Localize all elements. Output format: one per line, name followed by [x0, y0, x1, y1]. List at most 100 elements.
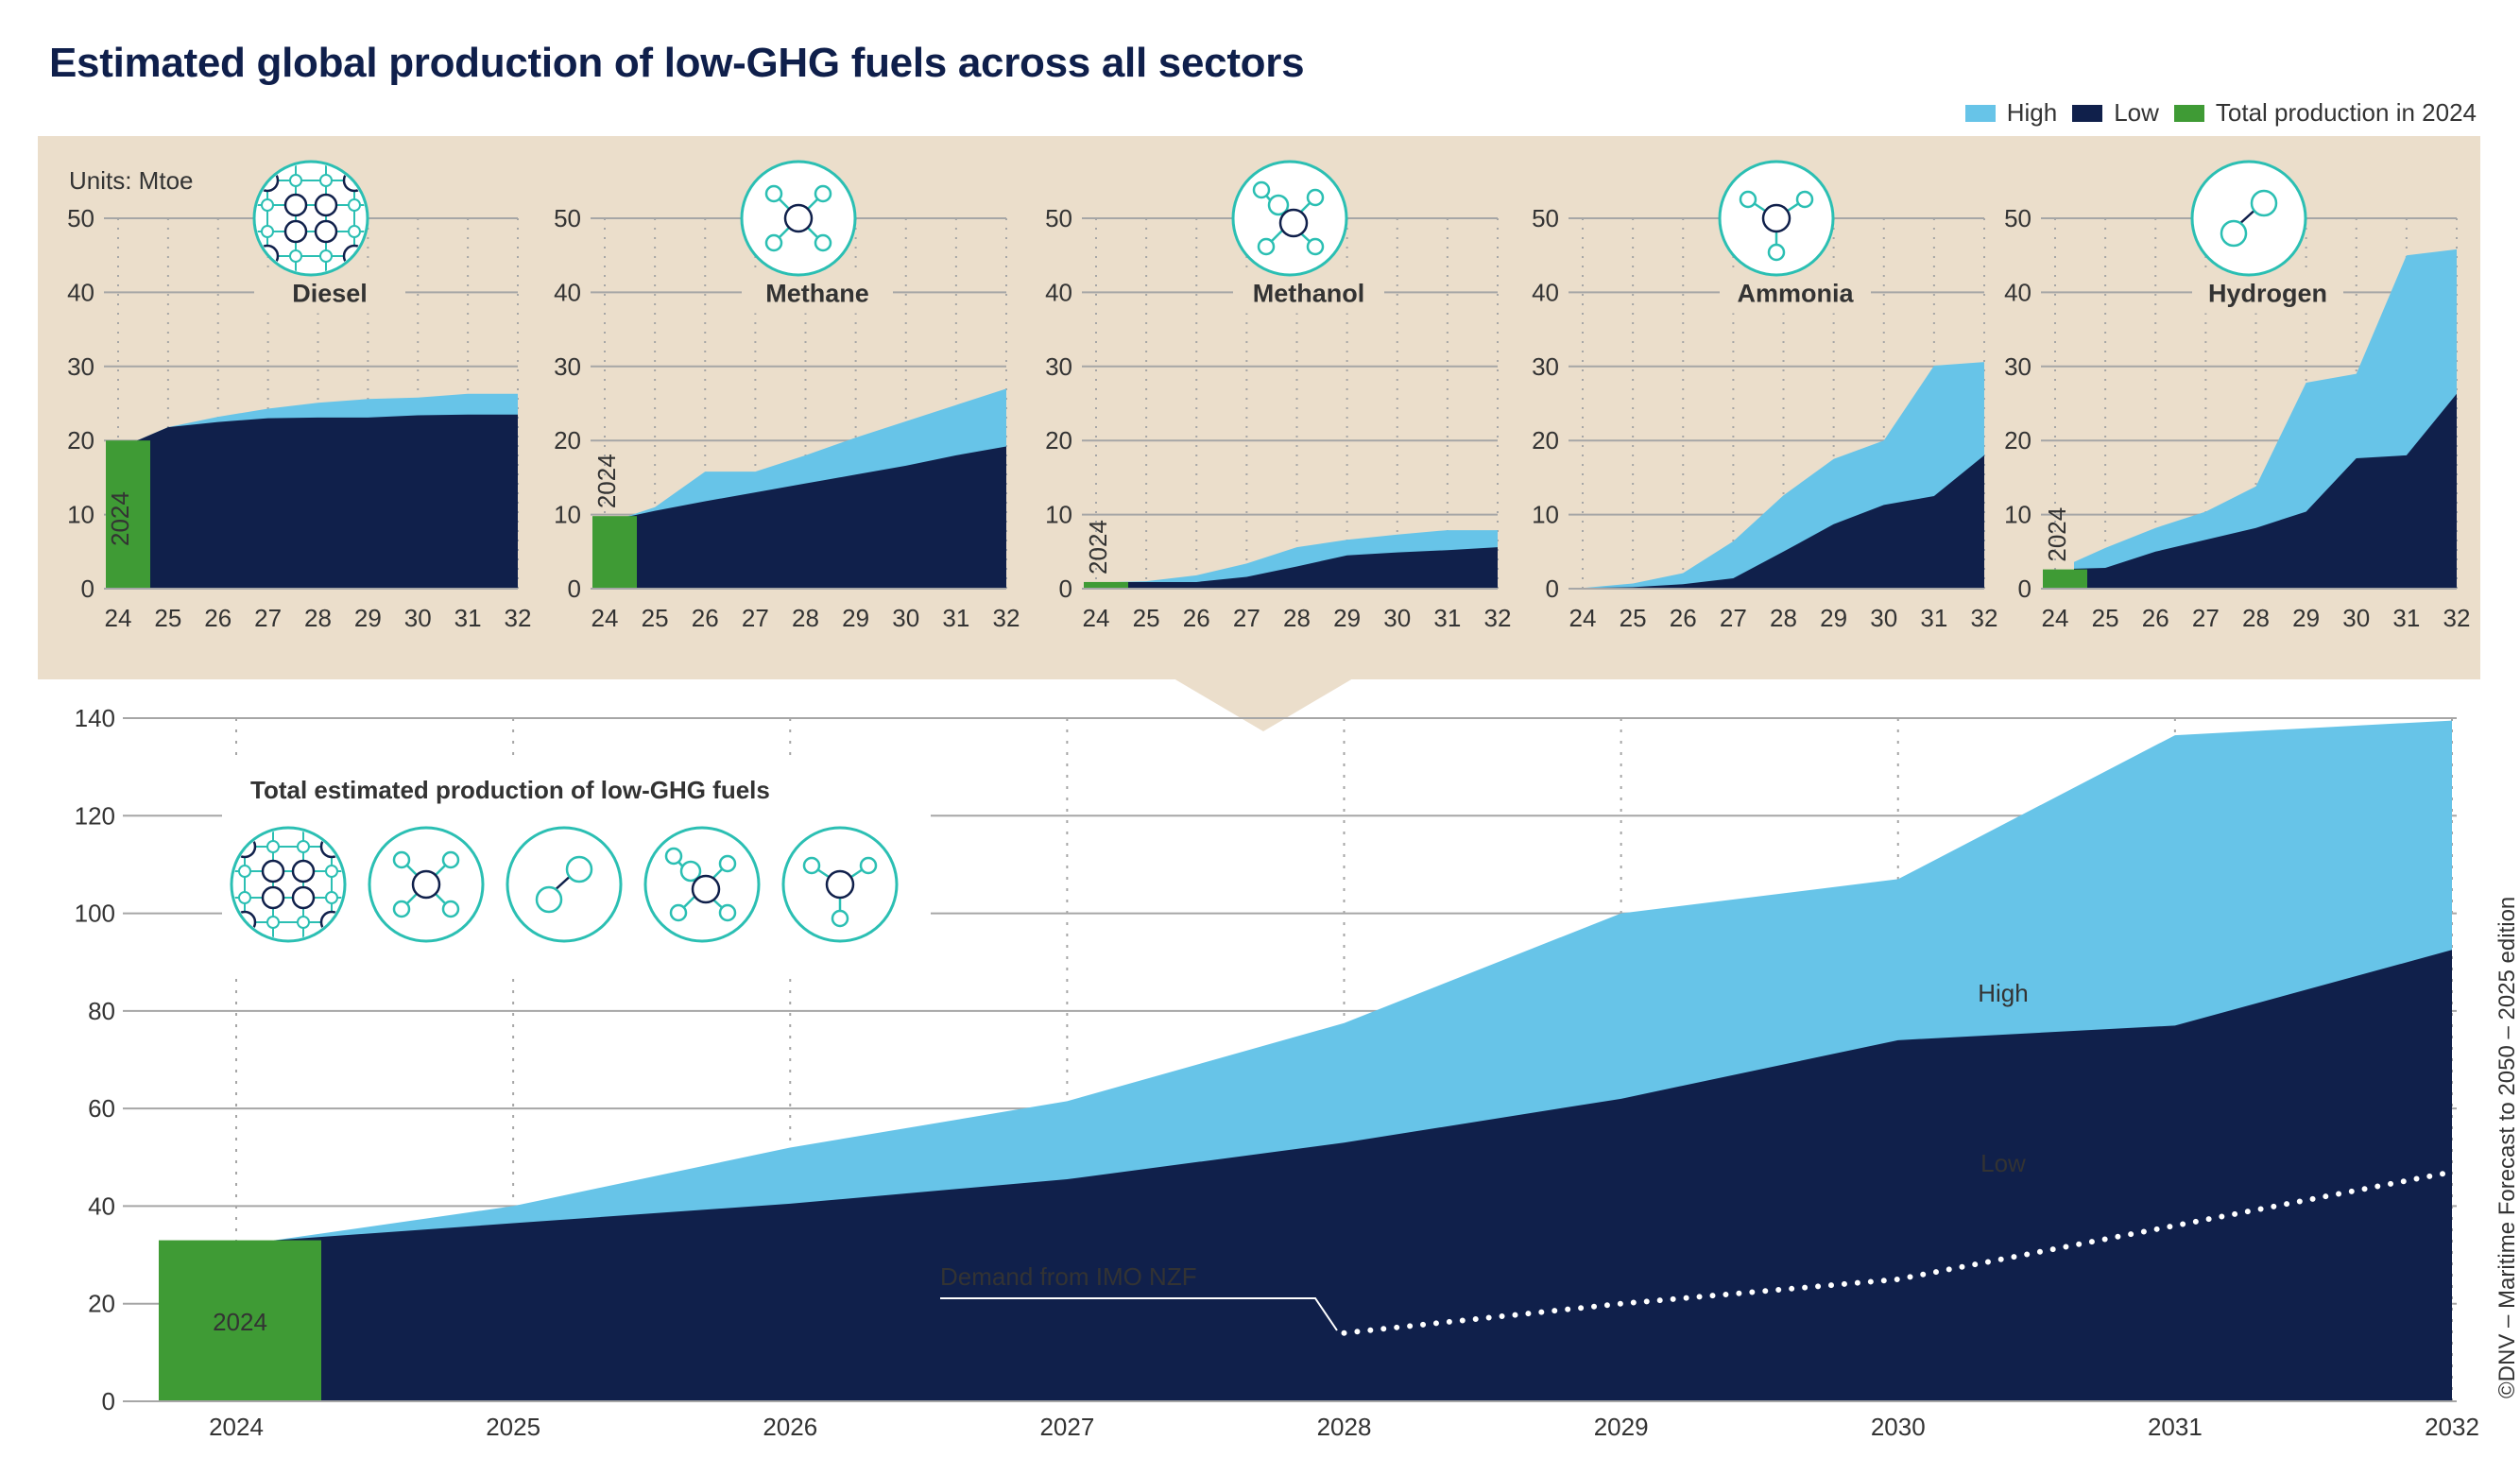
- icon-atom: [814, 233, 832, 252]
- icon-atom: [664, 847, 683, 866]
- icon-atom: [764, 184, 783, 203]
- y-tick-label: 0: [2018, 575, 2031, 603]
- icon-atom: [679, 860, 702, 883]
- legend-label-low: Low: [2114, 98, 2159, 127]
- icon-atom: [802, 856, 821, 875]
- legend-label-2024: Total production in 2024: [2215, 98, 2477, 127]
- icon-atom: [1257, 237, 1276, 256]
- x-tick-label: 32: [993, 604, 1020, 632]
- y-tick-label: 100: [75, 900, 115, 928]
- x-tick-label: 25: [1620, 604, 1647, 632]
- ammonia-molecule-icon: [1718, 160, 1835, 277]
- y-tick-label: 20: [1532, 426, 1559, 455]
- icon-atom: [314, 219, 338, 244]
- small-chart-methane: 0 10 20 30 40 50 24 25 26 27 28 29 30 31 32 2024 Methane: [554, 160, 1020, 632]
- icon-atom: [411, 869, 441, 900]
- legend-swatch-low: [2072, 104, 2103, 122]
- y-tick-label: 20: [1045, 426, 1072, 455]
- icon-atom: [291, 885, 316, 910]
- y-tick-label: 50: [1045, 204, 1072, 232]
- icon-atom: [238, 865, 251, 878]
- y-tick-label: 10: [1532, 501, 1559, 529]
- bar-2024: [1084, 581, 1128, 589]
- icon-atom: [1278, 208, 1309, 238]
- y-tick-label: 20: [554, 426, 581, 455]
- title-bg: [2192, 271, 2343, 314]
- icon-atom: [348, 225, 361, 238]
- icon-atom: [859, 856, 878, 875]
- y-tick-label: 40: [1532, 278, 1559, 306]
- icon-ring: [2190, 160, 2307, 277]
- main-chart: 0 20 40 60 80 100 120 140 2024 2025 2026 2027 2028 20…: [75, 704, 2479, 1441]
- icon-atom: [392, 850, 411, 869]
- x-tick-label: 26: [2142, 604, 2169, 632]
- icon-atom: [319, 174, 333, 187]
- small-chart-title: Ammonia: [1737, 279, 1854, 307]
- bar-2024-label: 2024: [592, 454, 621, 508]
- y-tick-label: 10: [2004, 501, 2031, 529]
- main-chart-title: Total estimated production of low-GHG fu…: [250, 776, 770, 804]
- icon-atom: [825, 869, 855, 900]
- x-tick-label: 28: [792, 604, 819, 632]
- x-tick-label: 26: [692, 604, 719, 632]
- icon-atom: [441, 850, 460, 869]
- y-tick-label: 120: [75, 801, 115, 830]
- x-tick-label: 29: [354, 604, 382, 632]
- x-tick-label: 31: [1920, 604, 1947, 632]
- y-tick-label: 60: [88, 1094, 115, 1123]
- x-tick-label: 29: [842, 604, 869, 632]
- x-tick-label: 27: [254, 604, 282, 632]
- title-bg: [742, 271, 893, 314]
- x-tick-label: 2032: [2425, 1413, 2479, 1441]
- x-tick-label: 26: [1183, 604, 1210, 632]
- y-tick-label: 0: [102, 1387, 115, 1415]
- x-tick-label: 30: [404, 604, 432, 632]
- bar-2024-label: 2024: [213, 1308, 267, 1336]
- title-bg: [254, 271, 405, 314]
- bar-2024: [159, 1240, 321, 1401]
- x-tick-label: 28: [2242, 604, 2270, 632]
- icon-ring: [506, 826, 623, 943]
- icon-atom: [325, 891, 338, 904]
- units-label: Units: Mtoe: [69, 166, 194, 195]
- icon-atom: [291, 859, 316, 883]
- y-tick-label: 30: [1532, 352, 1559, 381]
- y-tick-label: 40: [67, 278, 94, 306]
- x-tick-label: 32: [505, 604, 532, 632]
- icon-atom: [283, 193, 308, 217]
- x-tick-label: 24: [2042, 604, 2069, 632]
- x-tick-label: 30: [1383, 604, 1411, 632]
- x-tick-label: 2026: [763, 1413, 817, 1441]
- legend-item-low: Low: [2072, 98, 2159, 128]
- bar-2024: [2043, 569, 2087, 589]
- legend-swatch-high: [1964, 104, 1996, 122]
- demand-line: [1341, 1169, 2455, 1336]
- methanol-molecule-icon: [643, 826, 761, 943]
- area-low: [1115, 547, 1498, 589]
- y-tick-label: 0: [568, 575, 581, 603]
- demand-label: Demand from IMO NZF: [940, 1262, 1197, 1291]
- x-tick-label: 28: [304, 604, 332, 632]
- icon-atom: [297, 916, 310, 929]
- x-tick-label: 26: [204, 604, 231, 632]
- icon-atom: [783, 203, 814, 233]
- y-tick-label: 50: [554, 204, 581, 232]
- area-low: [624, 446, 1006, 589]
- y-tick-label: 0: [1059, 575, 1072, 603]
- area-low: [1583, 455, 1984, 589]
- x-tick-label: 30: [2342, 604, 2370, 632]
- icon-atom: [325, 865, 338, 878]
- y-tick-label: 40: [2004, 278, 2031, 306]
- legend-item-2024: Total production in 2024: [2173, 98, 2477, 128]
- x-tick-label: 2025: [486, 1413, 540, 1441]
- y-tick-label: 50: [1532, 204, 1559, 232]
- x-tick-label: 2028: [1317, 1413, 1372, 1441]
- y-tick-label: 80: [88, 997, 115, 1025]
- icon-atom: [1767, 243, 1786, 262]
- small-chart-title: Diesel: [292, 279, 368, 307]
- y-tick-label: 0: [81, 575, 94, 603]
- x-tick-label: 28: [1283, 604, 1311, 632]
- x-tick-label: 2029: [1594, 1413, 1649, 1441]
- icon-atom: [2250, 189, 2278, 217]
- icon-ring: [252, 160, 369, 277]
